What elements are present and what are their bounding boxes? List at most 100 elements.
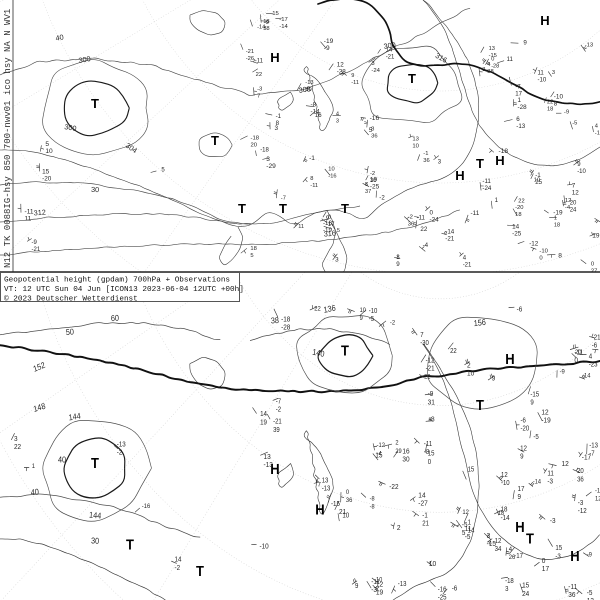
svg-text:10: 10 <box>45 148 53 155</box>
svg-text:-15: -15 <box>530 391 539 398</box>
svg-text:5: 5 <box>45 141 49 148</box>
svg-text:-1: -1 <box>423 151 428 157</box>
svg-text:-22: -22 <box>389 484 398 491</box>
svg-text:-7: -7 <box>281 195 286 201</box>
svg-text:-9: -9 <box>560 368 566 375</box>
svg-text:-10: -10 <box>369 308 378 315</box>
svg-text:H: H <box>515 518 524 535</box>
svg-text:15: 15 <box>42 169 50 176</box>
svg-text:18: 18 <box>547 106 553 112</box>
svg-text:H: H <box>315 501 324 518</box>
svg-text:-20: -20 <box>515 205 523 211</box>
svg-text:20: 20 <box>251 143 258 149</box>
svg-text:-2: -2 <box>379 195 385 202</box>
svg-text:-9: -9 <box>428 391 434 398</box>
svg-text:-2: -2 <box>276 406 282 413</box>
svg-text:40: 40 <box>30 487 39 497</box>
svg-text:11: 11 <box>538 69 545 76</box>
svg-text:38: 38 <box>487 69 493 75</box>
svg-text:22: 22 <box>450 348 457 355</box>
svg-text:-2: -2 <box>390 319 396 326</box>
svg-text:-29: -29 <box>266 163 276 170</box>
svg-text:-20: -20 <box>521 425 530 432</box>
svg-text:8: 8 <box>554 100 558 107</box>
svg-text:H: H <box>505 350 514 367</box>
svg-text:-19: -19 <box>595 130 600 136</box>
svg-text:14: 14 <box>175 556 182 563</box>
svg-text:-19: -19 <box>323 227 333 234</box>
svg-text:40: 40 <box>58 455 67 465</box>
svg-text:-8: -8 <box>311 102 317 109</box>
svg-text:-14: -14 <box>257 25 265 31</box>
svg-text:2: 2 <box>395 439 399 446</box>
svg-text:3: 3 <box>482 67 485 73</box>
svg-text:13: 13 <box>322 477 329 484</box>
svg-text:6: 6 <box>516 116 520 123</box>
svg-text:40: 40 <box>55 32 65 42</box>
svg-text:-23: -23 <box>589 361 598 368</box>
svg-text:12: 12 <box>462 508 469 515</box>
svg-text:15: 15 <box>428 450 435 457</box>
svg-text:-14: -14 <box>445 229 455 236</box>
svg-text:-13: -13 <box>322 485 331 492</box>
svg-text:0: 0 <box>574 356 578 365</box>
svg-text:-13: -13 <box>516 123 526 130</box>
svg-text:7: 7 <box>420 332 424 339</box>
svg-text:-15: -15 <box>331 500 340 507</box>
svg-text:16: 16 <box>315 113 322 119</box>
svg-text:3: 3 <box>487 532 491 539</box>
svg-text:-11: -11 <box>568 584 577 591</box>
svg-text:3: 3 <box>335 257 339 264</box>
svg-text:13: 13 <box>412 137 419 143</box>
svg-text:9: 9 <box>520 453 524 460</box>
svg-text:-13: -13 <box>264 462 273 469</box>
svg-text:T: T <box>408 71 416 86</box>
svg-text:2: 2 <box>397 523 401 532</box>
svg-text:H: H <box>540 13 549 28</box>
svg-text:38: 38 <box>271 315 280 325</box>
svg-text:17: 17 <box>518 485 525 492</box>
svg-text:-16: -16 <box>438 586 447 593</box>
svg-text:-3: -3 <box>371 587 377 594</box>
svg-text:9: 9 <box>530 399 534 406</box>
svg-text:-21: -21 <box>445 236 455 243</box>
svg-text:-5: -5 <box>572 121 577 127</box>
svg-text:-18: -18 <box>260 148 269 154</box>
svg-text:3: 3 <box>336 119 339 125</box>
svg-text:T: T <box>341 342 349 359</box>
svg-text:29: 29 <box>395 447 402 454</box>
svg-text:N12 TK 0088IG-hsy 850 700-nwv0: N12 TK 0088IG-hsy 850 700-nwv01 ico hsy … <box>3 9 13 268</box>
svg-text:T: T <box>91 96 99 111</box>
svg-text:-3: -3 <box>547 478 553 485</box>
svg-text:3: 3 <box>396 254 400 261</box>
svg-text:-16: -16 <box>370 115 380 122</box>
svg-text:-7: -7 <box>515 83 521 90</box>
svg-text:-18: -18 <box>251 136 260 142</box>
svg-text:-7: -7 <box>589 450 595 457</box>
svg-text:9: 9 <box>360 315 364 322</box>
svg-text:8: 8 <box>310 176 313 182</box>
svg-text:-15: -15 <box>270 11 279 17</box>
svg-text:-17: -17 <box>279 17 288 23</box>
svg-text:12: 12 <box>337 61 345 68</box>
svg-text:-5: -5 <box>465 534 471 541</box>
svg-text:H: H <box>455 168 464 183</box>
svg-text:T: T <box>341 201 349 216</box>
svg-text:H: H <box>270 50 279 65</box>
svg-text:3: 3 <box>505 586 509 593</box>
svg-text:-10: -10 <box>501 480 510 487</box>
svg-text:30: 30 <box>370 178 376 184</box>
svg-text:31: 31 <box>428 399 435 406</box>
svg-text:VT: 12 UTC Sun 04 Jun [ICON1: VT: 12 UTC Sun 04 Jun [ICON13 2023-06-04… <box>4 286 244 294</box>
svg-text:-25: -25 <box>370 184 380 191</box>
svg-text:-19: -19 <box>541 417 550 424</box>
svg-text:-11: -11 <box>417 214 426 221</box>
svg-text:-8: -8 <box>429 416 435 423</box>
svg-text:15: 15 <box>522 582 529 589</box>
svg-text:144: 144 <box>68 411 82 423</box>
svg-text:12: 12 <box>595 495 600 502</box>
svg-text:-12: -12 <box>529 240 539 247</box>
svg-text:-13: -13 <box>589 442 598 449</box>
svg-text:5: 5 <box>337 228 340 234</box>
svg-text:-14: -14 <box>279 24 288 30</box>
